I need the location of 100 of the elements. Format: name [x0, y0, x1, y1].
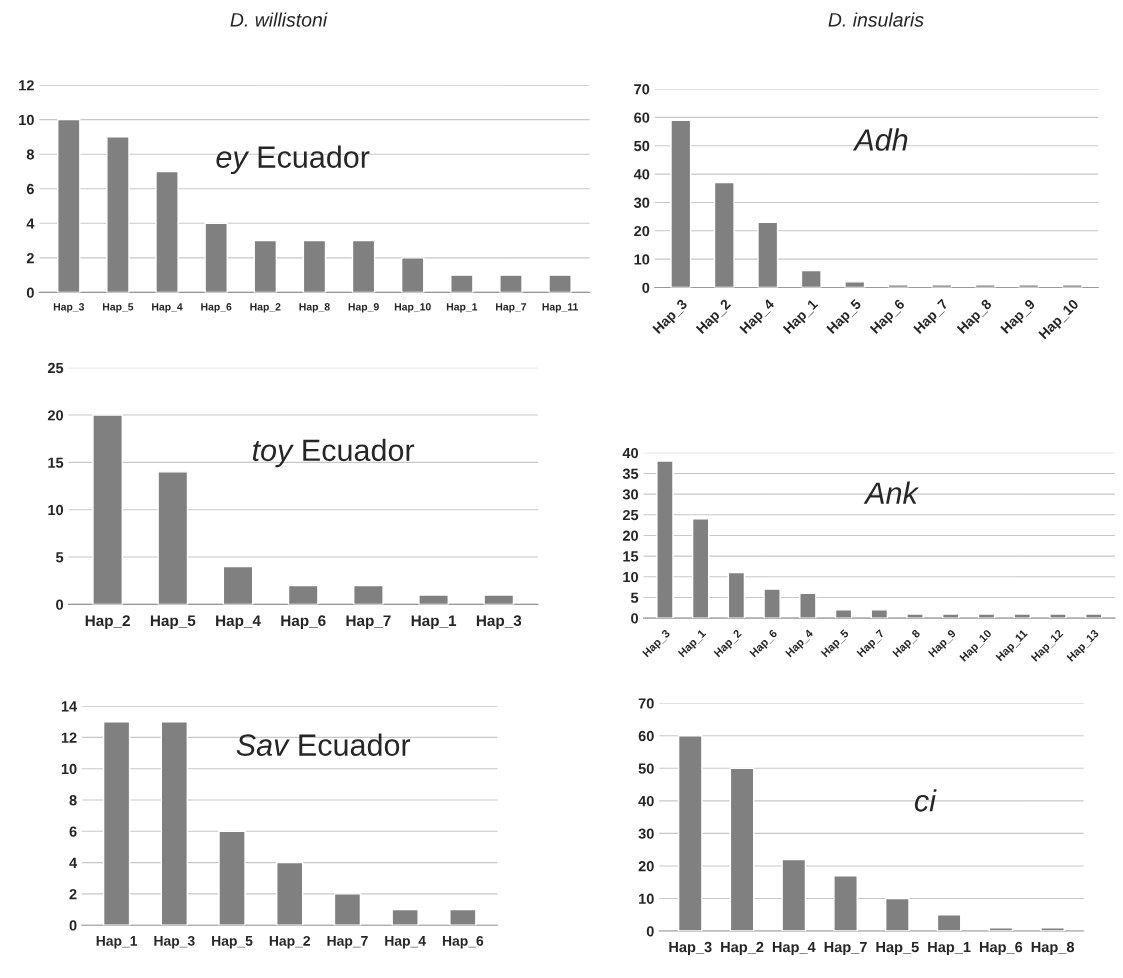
y-tick-label: 10 — [61, 763, 77, 775]
y-tick-label: 30 — [622, 489, 639, 500]
bar — [351, 239, 376, 293]
y-tick-label: 30 — [633, 197, 650, 208]
bar — [656, 460, 674, 619]
x-tick-label: Hap_3 — [476, 615, 522, 630]
y-tick-label: 20 — [634, 225, 650, 237]
bar — [157, 471, 189, 605]
bar — [713, 181, 735, 288]
bar — [333, 893, 362, 926]
y-tick-label: 15 — [623, 551, 639, 562]
bar — [844, 281, 866, 288]
y-tick-label: 0 — [26, 287, 34, 298]
y-tick-label: 10 — [48, 504, 64, 516]
x-tick-label: Hap_2 — [250, 303, 281, 313]
y-tick-label: 0 — [646, 926, 654, 937]
y-tick-label: 35 — [622, 468, 639, 479]
x-tick-label: Hap_6 — [201, 303, 232, 313]
x-tick-label: Hap_2 — [85, 615, 130, 630]
y-tick-label: 70 — [634, 84, 650, 95]
bar — [450, 274, 474, 293]
y-tick-label: 6 — [69, 826, 77, 837]
y-tick-label: 25 — [622, 509, 639, 521]
x-tick-label: Hap_6 — [979, 941, 1023, 956]
bar — [287, 584, 319, 605]
y-tick-label: 50 — [634, 140, 650, 152]
bar — [800, 269, 822, 288]
bar — [1049, 613, 1067, 619]
x-tick-label: Hap_5 — [102, 303, 134, 313]
bar — [400, 257, 425, 293]
y-tick-label: 25 — [47, 362, 64, 374]
x-tick-label: Hap_2 — [269, 935, 311, 949]
text: Sav Ecuador — [236, 733, 411, 756]
x-tick-label: Hap_9 — [348, 303, 379, 313]
bar — [276, 861, 304, 926]
bar — [988, 927, 1014, 932]
bar — [727, 571, 746, 619]
y-tick-label: 5 — [630, 592, 639, 603]
x-tick-label: Hap_4 — [216, 615, 261, 630]
x-tick-label: Hap_1 — [96, 936, 138, 949]
bar — [936, 914, 962, 932]
y-tick-label: 10 — [19, 114, 34, 126]
bar — [834, 609, 853, 619]
x-tick-label: Hap_6 — [442, 935, 484, 949]
x-tick-label: Hap_1 — [446, 303, 478, 313]
y-tick-label: 6 — [26, 183, 34, 195]
bar — [106, 136, 130, 293]
x-tick-label: Hap_3 — [53, 303, 85, 313]
bar — [763, 588, 781, 619]
y-tick-label: 10 — [634, 254, 650, 265]
x-tick-label: Hap_7 — [824, 942, 867, 956]
x-tick-label: Hap_1 — [928, 942, 971, 956]
y-tick-label: 12 — [61, 732, 77, 743]
text: ci — [914, 789, 937, 812]
bar — [729, 767, 755, 932]
y-tick-label: 5 — [55, 552, 64, 563]
x-tick-label: Hap_5 — [876, 942, 919, 956]
text: Ank — [863, 481, 920, 504]
bar — [222, 565, 254, 605]
bar — [870, 609, 889, 619]
text: toy Ecuador — [252, 438, 415, 468]
y-tick-label: 0 — [69, 920, 77, 931]
bar — [391, 908, 419, 926]
bar — [253, 239, 278, 293]
bar — [499, 274, 523, 293]
y-tick-label: 30 — [638, 828, 654, 839]
bar — [942, 613, 960, 619]
x-tick-label: Hap_4 — [152, 303, 183, 313]
x-tick-label: Hap_5 — [150, 615, 196, 630]
bar — [155, 170, 179, 293]
y-tick-label: 0 — [56, 599, 64, 610]
bar — [418, 594, 449, 605]
bar — [670, 119, 692, 288]
chart-subtitle: D. willistoni — [230, 12, 328, 27]
bar — [57, 118, 81, 293]
y-tick-label: 8 — [69, 795, 77, 806]
x-tick-label: Hap_3 — [669, 941, 712, 956]
y-tick-label: 10 — [639, 893, 654, 904]
y-tick-label: 4 — [69, 857, 78, 868]
x-tick-label: Hap_1 — [411, 615, 457, 630]
bar — [1084, 613, 1103, 619]
bar — [302, 239, 327, 293]
bar — [757, 221, 779, 288]
y-tick-label: 20 — [47, 410, 64, 421]
text: Adh — [852, 128, 908, 151]
y-tick-label: 0 — [631, 613, 639, 624]
bar — [102, 721, 131, 926]
bar — [977, 613, 996, 619]
x-tick-label: Hap_7 — [327, 936, 368, 949]
y-tick-label: 4 — [26, 218, 35, 229]
y-tick-label: 2 — [69, 888, 77, 900]
x-tick-label: Hap_8 — [299, 303, 330, 313]
bar — [204, 222, 228, 293]
x-tick-label: Hap_4 — [772, 942, 816, 956]
x-tick-label: Hap_2 — [721, 941, 764, 956]
bar — [799, 592, 817, 619]
chart-subtitle: D. insularis — [828, 12, 924, 27]
x-tick-label: Hap_11 — [542, 303, 579, 313]
y-tick-label: 60 — [638, 730, 654, 742]
bar — [833, 875, 858, 932]
